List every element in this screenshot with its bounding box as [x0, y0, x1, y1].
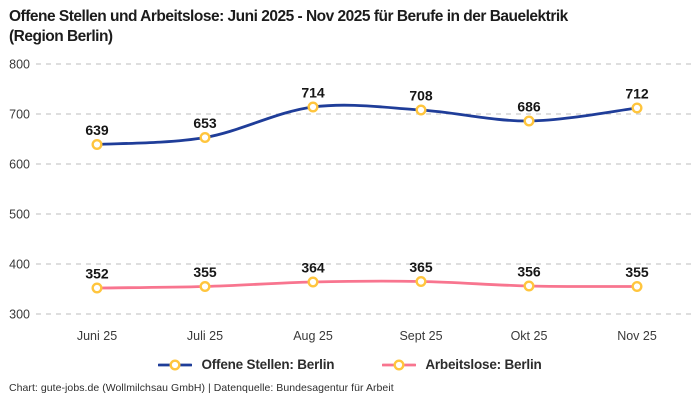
- legend-marker: [393, 358, 405, 371]
- chart-legend: Offene Stellen: Berlin Arbeitslose: Berli…: [0, 357, 700, 372]
- chart-title-line1: Offene Stellen und Arbeitslose: Juni 202…: [9, 8, 568, 25]
- legend-marker: [169, 358, 181, 371]
- data-point-marker: [631, 280, 643, 292]
- legend-item-1: Arbeitslose: Berlin: [382, 357, 542, 372]
- data-label: 355: [625, 264, 649, 280]
- x-tick-label: Aug 25: [293, 329, 333, 343]
- legend-series-swatch-icon: [382, 358, 417, 371]
- data-label: 352: [85, 266, 109, 282]
- x-tick-label: Sept 25: [399, 329, 442, 343]
- legend-series-swatch-icon: [158, 358, 193, 371]
- chart-title-line2: (Region Berlin): [9, 28, 113, 45]
- data-point-marker: [415, 104, 427, 116]
- data-point-marker: [91, 138, 103, 150]
- data-label: 714: [301, 85, 325, 101]
- data-point-marker: [307, 276, 319, 288]
- data-label: 364: [301, 260, 325, 276]
- data-label: 355: [193, 264, 217, 280]
- y-tick-label: 600: [9, 158, 30, 172]
- chart-title: Offene Stellen und Arbeitslose: Juni 202…: [0, 7, 700, 47]
- data-point-marker: [199, 280, 211, 292]
- data-point-marker: [631, 102, 643, 114]
- data-point-marker: [307, 101, 319, 113]
- data-label: 639: [85, 122, 109, 138]
- series-line-0: [95, 103, 639, 146]
- data-point-marker: [91, 282, 103, 294]
- y-tick-label: 800: [9, 58, 30, 72]
- data-label: 686: [517, 99, 541, 115]
- y-tick-label: 400: [9, 258, 30, 272]
- data-label: 712: [625, 86, 649, 102]
- legend-item-0: Offene Stellen: Berlin: [158, 357, 335, 372]
- legend-label: Offene Stellen: Berlin: [201, 357, 335, 372]
- x-tick-label: Juli 25: [187, 329, 223, 343]
- data-label: 653: [193, 115, 217, 131]
- y-tick-label: 500: [9, 208, 30, 222]
- data-point-marker: [199, 131, 211, 143]
- y-tick-label: 700: [9, 108, 30, 122]
- x-tick-label: Nov 25: [617, 329, 657, 343]
- series-line-1: [95, 279, 639, 290]
- x-tick-label: Okt 25: [511, 329, 548, 343]
- data-point-marker: [523, 280, 535, 292]
- chart-source-credit: Chart: gute-jobs.de (Wollmilchsau GmbH) …: [9, 382, 394, 394]
- data-label: 365: [409, 259, 433, 275]
- y-tick-label: 300: [9, 308, 30, 322]
- line-chart-svg: 300 400 500 600 700 800 Juni 25 Juli 25 Aug 25 Se…: [9, 58, 696, 343]
- data-point-marker: [415, 275, 427, 287]
- data-label: 708: [409, 88, 433, 104]
- data-point-marker: [523, 115, 535, 127]
- legend-label: Arbeitslose: Berlin: [425, 357, 542, 372]
- x-tick-label: Juni 25: [77, 329, 117, 343]
- chart-area: 300 400 500 600 700 800 Juni 25 Juli 25 Aug 25 Se…: [0, 50, 700, 350]
- data-label: 356: [517, 264, 541, 280]
